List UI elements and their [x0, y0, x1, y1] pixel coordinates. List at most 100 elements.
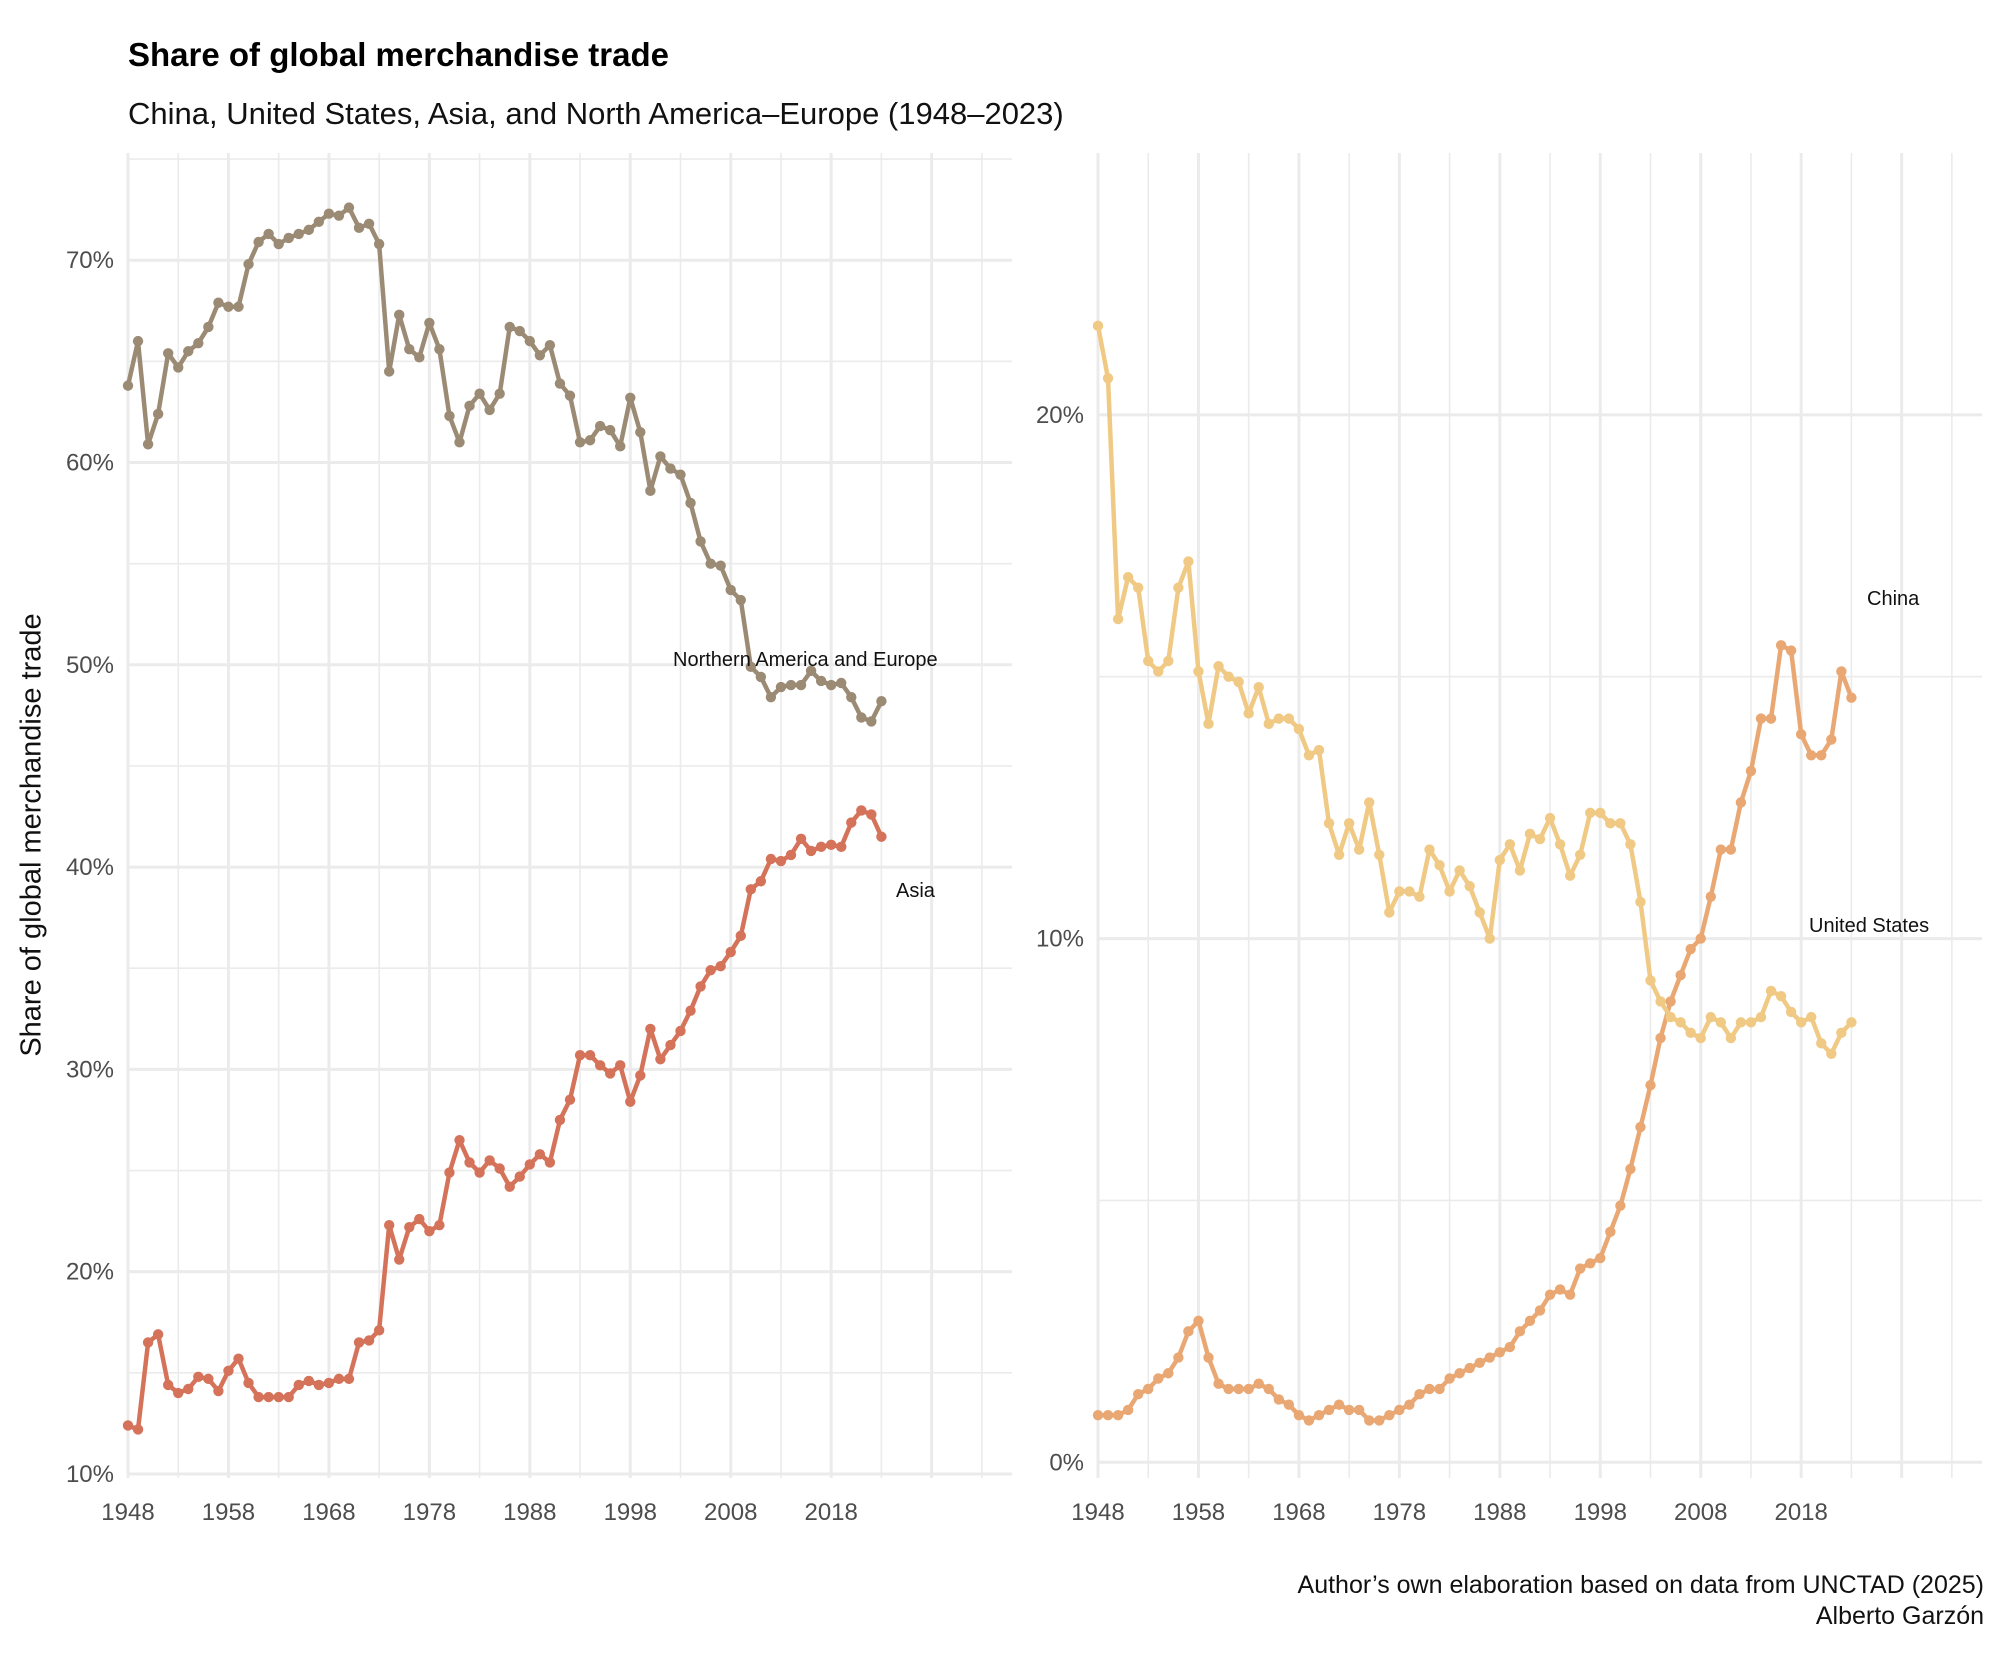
x-tick-label: 1978 — [403, 1499, 456, 1526]
data-point-asia — [213, 1385, 224, 1397]
data-point-china — [1534, 1305, 1546, 1316]
data-point-china — [1163, 1368, 1174, 1379]
data-point-northern-america-and-europe — [122, 380, 134, 391]
data-point-asia — [534, 1149, 546, 1160]
data-point-asia — [695, 981, 706, 992]
x-tick-label: 1948 — [101, 1499, 154, 1526]
data-point-united-states — [1504, 839, 1516, 850]
data-point-china — [1283, 1399, 1295, 1410]
x-tick-label: 2018 — [804, 1499, 857, 1526]
data-point-united-states — [1695, 1032, 1706, 1044]
data-point-china — [1675, 970, 1686, 981]
data-point-china — [1504, 1341, 1516, 1353]
data-point-northern-america-and-europe — [223, 301, 234, 312]
data-point-china — [1213, 1378, 1224, 1389]
data-point-united-states — [1484, 933, 1495, 944]
data-point-china — [1564, 1289, 1576, 1300]
data-point-asia — [253, 1391, 264, 1403]
data-point-united-states — [1384, 907, 1395, 918]
data-point-china — [1836, 666, 1847, 677]
data-point-china — [1434, 1383, 1445, 1395]
data-point-asia — [394, 1254, 405, 1265]
data-point-asia — [152, 1329, 164, 1340]
data-point-northern-america-and-europe — [343, 202, 355, 213]
data-point-united-states — [1655, 996, 1666, 1007]
data-point-asia — [805, 845, 817, 857]
data-point-united-states — [1112, 613, 1124, 625]
data-point-asia — [705, 965, 716, 976]
data-point-china — [1635, 1121, 1646, 1133]
data-point-northern-america-and-europe — [233, 301, 244, 312]
data-point-northern-america-and-europe — [404, 344, 415, 355]
data-point-united-states — [1554, 839, 1566, 850]
data-point-asia — [494, 1163, 505, 1174]
data-point-asia — [223, 1365, 234, 1376]
data-point-china — [1765, 713, 1777, 724]
data-point-united-states — [1243, 708, 1254, 719]
data-point-asia — [162, 1379, 174, 1391]
data-point-china — [1183, 1326, 1194, 1337]
data-point-northern-america-and-europe — [815, 675, 827, 687]
data-point-united-states — [1303, 750, 1315, 761]
data-point-asia — [373, 1325, 385, 1336]
data-point-asia — [554, 1114, 566, 1126]
data-point-northern-america-and-europe — [203, 321, 214, 333]
data-point-asia — [836, 841, 847, 853]
data-point-asia — [454, 1134, 465, 1146]
data-point-asia — [122, 1420, 134, 1431]
label-asia: Asia — [896, 880, 936, 902]
data-point-northern-america-and-europe — [293, 228, 304, 240]
data-point-china — [1364, 1415, 1375, 1426]
data-point-northern-america-and-europe — [846, 691, 857, 703]
data-point-china — [1665, 996, 1676, 1007]
data-point-united-states — [1253, 681, 1264, 693]
data-point-united-states — [1102, 372, 1114, 384]
data-point-united-states — [1283, 713, 1295, 724]
data-point-united-states — [1173, 582, 1184, 593]
label-united-states: United States — [1809, 915, 1929, 937]
data-point-united-states — [1715, 1017, 1727, 1028]
left-annotations: Northern America and Europe Asia — [673, 649, 938, 902]
data-point-china — [1263, 1383, 1274, 1395]
data-point-asia — [635, 1070, 646, 1081]
data-point-united-states — [1534, 833, 1546, 845]
data-point-united-states — [1514, 865, 1526, 876]
data-point-china — [1333, 1399, 1345, 1410]
data-point-northern-america-and-europe — [183, 346, 194, 357]
data-point-northern-america-and-europe — [353, 222, 365, 234]
data-point-united-states — [1765, 985, 1777, 997]
data-point-china — [1544, 1289, 1556, 1300]
data-point-northern-america-and-europe — [263, 228, 274, 240]
data-point-northern-america-and-europe — [665, 463, 676, 474]
data-point-united-states — [1143, 655, 1154, 667]
data-point-asia — [665, 1039, 676, 1051]
data-point-asia — [755, 876, 767, 887]
data-point-asia — [544, 1157, 556, 1168]
data-point-china — [1384, 1409, 1395, 1421]
data-point-united-states — [1092, 320, 1104, 332]
data-point-asia — [484, 1155, 495, 1166]
data-point-china — [1173, 1352, 1184, 1363]
data-point-china — [1785, 645, 1797, 656]
data-point-northern-america-and-europe — [303, 224, 315, 236]
data-point-asia — [313, 1379, 325, 1391]
data-point-china — [1353, 1404, 1365, 1416]
data-point-united-states — [1735, 1017, 1747, 1028]
data-point-united-states — [1132, 582, 1144, 593]
data-point-northern-america-and-europe — [333, 210, 345, 221]
data-point-northern-america-and-europe — [856, 712, 867, 723]
data-point-asia — [876, 831, 887, 842]
data-point-china — [1092, 1409, 1104, 1421]
data-point-china — [1243, 1383, 1254, 1395]
data-point-united-states — [1685, 1027, 1696, 1039]
data-point-northern-america-and-europe — [504, 321, 515, 333]
data-point-china — [1705, 891, 1716, 902]
data-point-asia — [655, 1054, 666, 1065]
data-point-northern-america-and-europe — [715, 560, 726, 571]
caption: Author’s own elaboration based on data f… — [1298, 1570, 1984, 1632]
data-point-asia — [866, 809, 877, 820]
data-point-china — [1625, 1163, 1636, 1175]
data-point-united-states — [1454, 865, 1465, 876]
data-point-china — [1554, 1284, 1566, 1295]
x-tick-label: 2018 — [1774, 1499, 1827, 1526]
